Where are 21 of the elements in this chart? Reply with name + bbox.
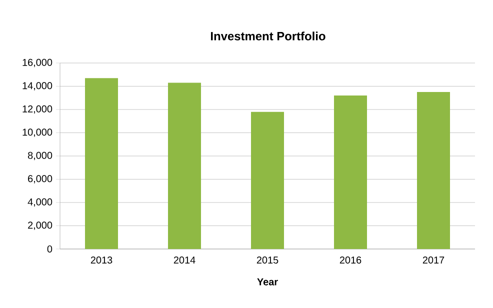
y-tick-label: 12,000 (22, 105, 52, 114)
y-tick-label: 2,000 (28, 222, 52, 230)
bar (251, 112, 284, 249)
y-tick-label: 16,000 (22, 58, 52, 68)
bar (417, 92, 450, 249)
y-tick-label: 6,000 (28, 175, 52, 184)
x-tick-label: 2016 (340, 256, 362, 264)
bar (168, 82, 201, 249)
bar (334, 96, 367, 249)
x-tick-label: 2015 (256, 256, 278, 264)
bar (85, 78, 118, 249)
chart-title: Investment Portfolio (211, 32, 326, 40)
y-tick-label: 8,000 (28, 152, 52, 160)
x-tick-label: 2014 (174, 256, 196, 264)
y-tick-label: 10,000 (22, 128, 52, 137)
x-tick-label: 2013 (90, 256, 112, 264)
y-tick-label: 0 (47, 245, 52, 253)
y-tick-label: 4,000 (28, 198, 52, 207)
y-tick-label: 14,000 (22, 82, 52, 90)
x-tick-label: 2017 (422, 256, 444, 264)
x-axis-title: Year (257, 278, 278, 286)
